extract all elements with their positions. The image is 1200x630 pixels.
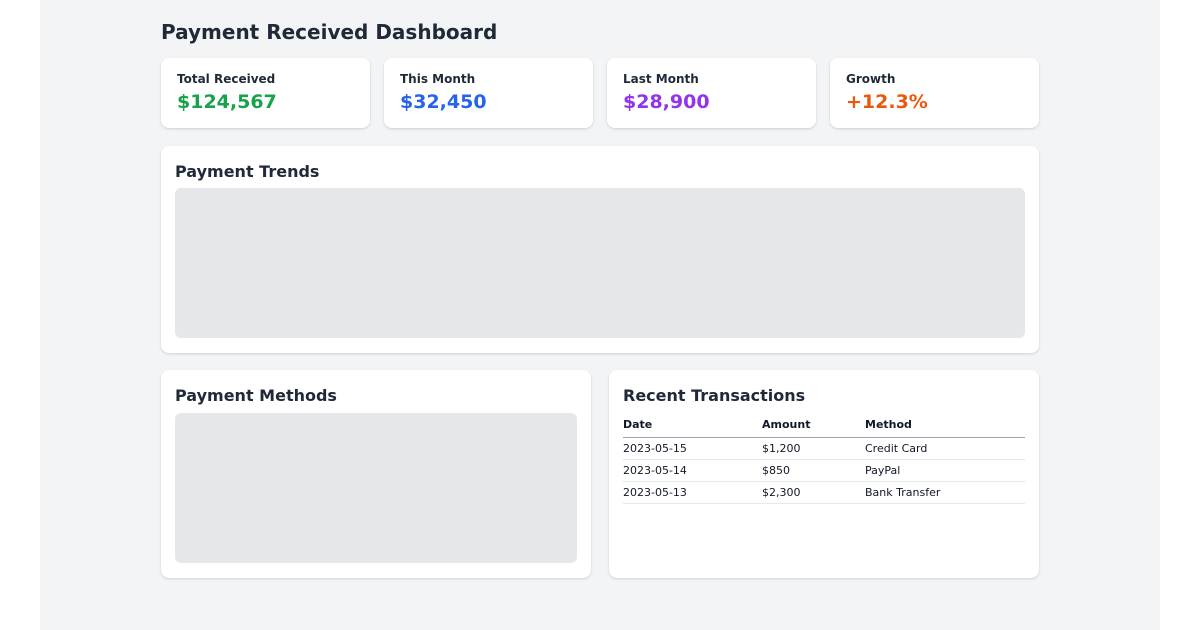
stat-value: $32,450 [400, 91, 487, 114]
payment-methods-title: Payment Methods [175, 386, 337, 406]
table-header-row: Date Amount Method [623, 412, 1025, 438]
table-row: 2023-05-13 $2,300 Bank Transfer [623, 481, 1025, 505]
stat-value: $124,567 [177, 91, 277, 114]
stat-label: Last Month [623, 72, 699, 86]
cell-method: Credit Card [865, 437, 1025, 460]
cell-amount: $850 [762, 459, 865, 482]
trends-chart-placeholder [175, 188, 1025, 339]
column-header-date: Date [623, 412, 762, 438]
stat-card-total-received: Total Received $124,567 [161, 58, 370, 129]
recent-transactions-title: Recent Transactions [623, 386, 806, 406]
transactions-table: Date Amount Method 2023-05-15 $1,200 Cre… [623, 412, 1025, 505]
cell-amount: $1,200 [762, 437, 865, 460]
stats-row: Total Received $124,567 This Month $32,4… [161, 58, 1039, 129]
table-row: 2023-05-14 $850 PayPal [623, 459, 1025, 482]
column-header-method: Method [865, 412, 1025, 438]
cell-date: 2023-05-14 [623, 459, 762, 482]
stat-label: Total Received [177, 72, 276, 86]
cell-amount: $2,300 [762, 481, 865, 505]
column-header-amount: Amount [762, 412, 865, 438]
cell-method: PayPal [865, 459, 1025, 482]
stat-card-this-month: This Month $32,450 [384, 58, 593, 129]
payment-trends-title: Payment Trends [175, 162, 320, 182]
stat-label: Growth [846, 72, 896, 86]
stat-value: +12.3% [846, 91, 928, 114]
table-row: 2023-05-15 $1,200 Credit Card [623, 437, 1025, 460]
cell-date: 2023-05-15 [623, 437, 762, 460]
cell-date: 2023-05-13 [623, 481, 762, 505]
stat-value: $28,900 [623, 91, 710, 114]
cell-method: Bank Transfer [865, 481, 1025, 505]
stat-card-growth: Growth +12.3% [830, 58, 1039, 129]
methods-chart-placeholder [175, 412, 577, 563]
bottom-row: Payment Methods Recent Transactions Date… [161, 370, 1039, 578]
recent-transactions-panel: Recent Transactions Date Amount Method 2… [609, 370, 1039, 578]
payment-methods-panel: Payment Methods [161, 370, 591, 578]
dashboard-page: Payment Received Dashboard Total Receive… [40, 0, 1160, 630]
stat-card-last-month: Last Month $28,900 [607, 58, 816, 129]
stat-label: This Month [400, 72, 476, 86]
page-title: Payment Received Dashboard [161, 20, 498, 44]
payment-trends-panel: Payment Trends [161, 146, 1039, 354]
